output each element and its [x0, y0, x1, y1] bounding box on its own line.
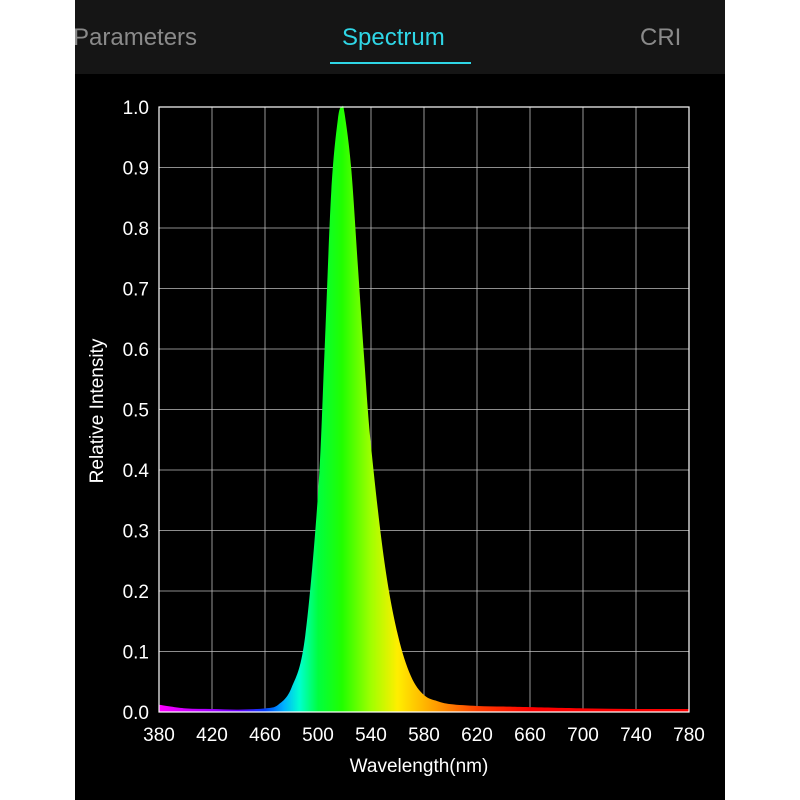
x-tick-label: 500 — [302, 725, 334, 746]
x-tick-label: 380 — [143, 725, 175, 746]
y-axis-label: Relative Intensity — [87, 338, 108, 483]
tab-cri[interactable]: CRI — [640, 24, 682, 51]
plot-frame — [158, 106, 690, 713]
y-tick-label: 0.6 — [123, 340, 149, 361]
y-tick-label: 1.0 — [123, 98, 149, 119]
y-tick-label: 0.9 — [123, 159, 149, 180]
x-axis-label: Wavelength(nm) — [350, 756, 489, 777]
grid — [158, 106, 690, 713]
y-tick-label: 0.8 — [123, 219, 149, 240]
x-tick-label: 740 — [620, 725, 652, 746]
tab-spectrum[interactable]: Spectrum — [342, 24, 445, 51]
y-tick-label: 0.7 — [123, 280, 149, 301]
x-tick-label: 540 — [355, 725, 387, 746]
y-tick-label: 0.4 — [123, 461, 150, 482]
y-tick-label: 0.2 — [123, 582, 149, 603]
active-tab-indicator — [330, 62, 471, 64]
y-tick-label: 0.0 — [123, 703, 149, 724]
y-axis-ticks: 0.0 0.1 0.2 0.3 0.4 0.5 0.6 0.7 0.8 0.9 1.0 — [123, 98, 150, 724]
y-tick-label: 0.5 — [123, 401, 149, 422]
app-screen: Parameters Spectrum CRI — [75, 0, 725, 800]
x-axis-ticks: 380 420 460 500 540 580 620 660 700 740 780 — [143, 725, 705, 746]
x-tick-label: 700 — [567, 725, 599, 746]
x-tick-label: 420 — [196, 725, 228, 746]
y-tick-label: 0.3 — [123, 522, 149, 543]
x-tick-label: 580 — [408, 725, 440, 746]
x-tick-label: 660 — [514, 725, 546, 746]
x-tick-label: 460 — [249, 725, 281, 746]
spectrum-chart: 0.0 0.1 0.2 0.3 0.4 0.5 0.6 0.7 0.8 0.9 1.0 380 420… — [87, 98, 705, 777]
x-tick-label: 620 — [461, 725, 493, 746]
tab-parameters[interactable]: Parameters — [75, 24, 198, 51]
tab-bar: Parameters Spectrum CRI — [75, 0, 725, 74]
x-tick-label: 780 — [673, 725, 705, 746]
y-tick-label: 0.1 — [123, 643, 149, 664]
